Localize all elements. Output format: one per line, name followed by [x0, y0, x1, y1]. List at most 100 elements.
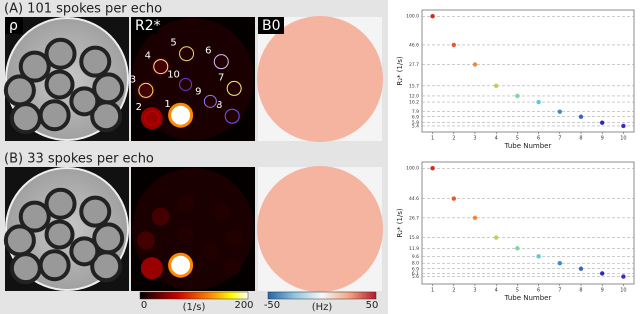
tube	[212, 202, 231, 221]
tube	[136, 231, 155, 250]
x-tick-label: 6	[537, 136, 540, 142]
plot-area	[421, 9, 635, 133]
tube-label: 9	[195, 86, 201, 97]
colorbar-label: -50	[264, 300, 280, 311]
tube	[69, 86, 100, 117]
tube	[225, 79, 244, 98]
tube	[79, 45, 112, 78]
data-point	[451, 196, 456, 201]
tube	[168, 252, 194, 278]
label-bg	[131, 17, 157, 34]
tube-outline	[224, 108, 240, 124]
colorbar-label: 50	[366, 300, 379, 311]
colorbar-label: 200	[234, 300, 253, 311]
phantom	[132, 168, 254, 290]
data-point	[536, 99, 541, 105]
y-axis-label: R₂* (1/s)	[396, 56, 404, 86]
tube	[44, 37, 77, 70]
label-bg	[5, 17, 23, 34]
x-tick-label: 3	[473, 288, 476, 294]
y-tick-label: 100.0	[406, 166, 419, 172]
y-tick-label: 7.9	[412, 109, 419, 115]
y-tick-label: 27.7	[409, 62, 419, 68]
y-tick-label: 44.6	[409, 196, 419, 202]
phantom	[257, 16, 383, 142]
tube-outline	[173, 107, 189, 123]
y-tick-label: 15.7	[409, 83, 419, 89]
data-point	[621, 123, 626, 129]
tube-label: 1	[164, 99, 170, 110]
x-axis-label: Tube Number	[504, 142, 552, 150]
image-label: B0	[262, 18, 281, 34]
tube	[212, 52, 231, 71]
label-bg	[258, 17, 284, 34]
x-tick-label: 9	[601, 288, 604, 294]
data-point	[621, 274, 626, 279]
tube-label: 5	[170, 38, 176, 49]
tube-outline	[138, 82, 154, 98]
tube	[38, 99, 71, 132]
x-tick-label: 2	[452, 288, 455, 294]
tube-label: 3	[130, 74, 136, 85]
tube	[168, 102, 194, 128]
tube	[44, 187, 77, 220]
x-tick-label: 8	[579, 288, 582, 294]
tube-outline	[179, 77, 193, 91]
tube	[18, 200, 51, 233]
x-tick-label: 10	[620, 288, 626, 294]
tube-outline	[153, 59, 169, 75]
x-tick-label: 8	[579, 136, 582, 142]
x-tick-label: 4	[495, 136, 498, 142]
tube	[223, 257, 242, 276]
tube	[140, 107, 163, 130]
data-point	[600, 271, 605, 276]
tube-outline	[226, 80, 242, 96]
y-tick-label: 6.9	[412, 266, 419, 272]
data-point	[430, 14, 435, 19]
data-point	[557, 260, 562, 266]
tube-outline	[213, 54, 229, 70]
phantom	[132, 18, 254, 140]
tube	[9, 102, 42, 135]
tube-label: 2	[136, 102, 142, 113]
y-tick-label: 6.9	[412, 114, 419, 120]
colorbar	[139, 291, 249, 300]
data-point	[557, 109, 562, 114]
y-tick-label: 11.9	[409, 246, 419, 252]
tube	[177, 194, 196, 213]
x-tick-label: 6	[537, 288, 540, 294]
tube	[177, 226, 194, 243]
x-tick-label: 5	[516, 136, 519, 142]
y-tick-label: 15.8	[409, 235, 419, 241]
data-point	[472, 62, 478, 67]
tube-label: 4	[145, 51, 151, 62]
tube	[3, 74, 36, 107]
x-tick-label: 7	[558, 288, 561, 294]
y-tick-label: 5.9	[412, 120, 419, 126]
data-point	[430, 166, 435, 171]
y-tick-label: 5.6	[412, 274, 419, 280]
x-tick-label: 3	[473, 136, 476, 142]
y-tick-label: 9.6	[412, 254, 419, 260]
tube	[140, 257, 163, 280]
plot-area	[421, 161, 635, 285]
y-tick-label: 8.0	[412, 261, 419, 267]
phantom	[257, 166, 383, 292]
data-point	[494, 83, 499, 89]
image-label: ρ	[9, 18, 18, 34]
tube	[69, 236, 100, 267]
image-label: R2*	[135, 18, 161, 34]
tube-outline	[179, 46, 195, 62]
x-tick-label: 1	[431, 288, 434, 294]
y-tick-label: 5.4	[412, 123, 419, 129]
tube	[225, 229, 244, 248]
y-tick-label: 12.0	[409, 93, 419, 99]
tube-label: 10	[167, 69, 180, 80]
tube	[3, 224, 36, 257]
tube	[136, 81, 155, 100]
y-tick-label: 46.6	[409, 42, 419, 48]
data-point	[536, 254, 541, 259]
panel-title: (A) 101 spokes per echo	[4, 2, 162, 17]
x-tick-label: 5	[516, 288, 519, 294]
